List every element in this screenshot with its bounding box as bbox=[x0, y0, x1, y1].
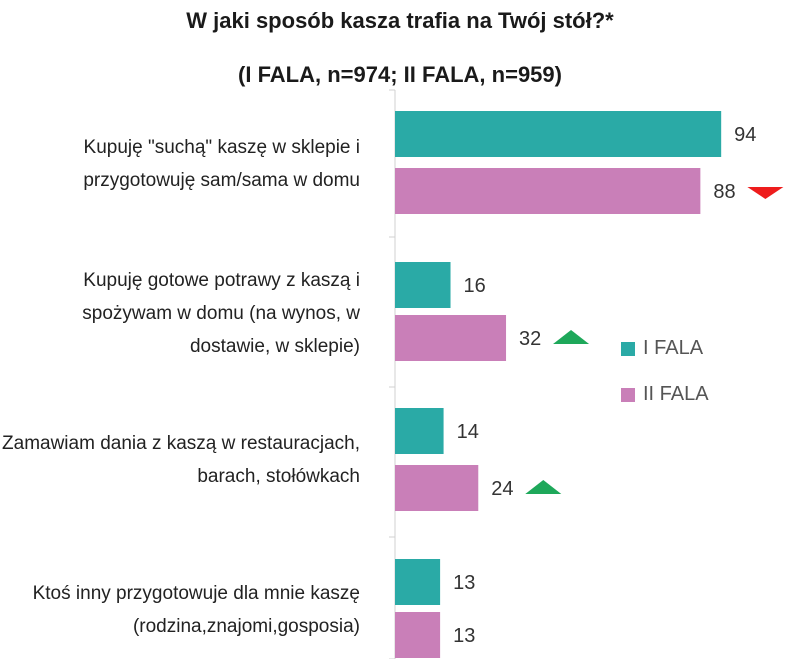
category-label-3: Zamawiam dania z kaszą w restauracjach, … bbox=[2, 433, 360, 487]
change-marker-up-cat-3 bbox=[525, 480, 562, 494]
data-label-fala-1-cat-2: 16 bbox=[464, 275, 486, 297]
chart-title: W jaki sposób kasza trafia na Twój stół?… bbox=[186, 8, 614, 33]
chart-subtitle: (I FALA, n=974; II FALA, n=959) bbox=[238, 62, 562, 87]
bar-fala-2-cat-4 bbox=[395, 612, 441, 658]
data-label-fala-1-cat-3: 14 bbox=[457, 421, 479, 443]
data-label-fala-1-cat-1: 94 bbox=[734, 124, 756, 146]
bar-fala-1-cat-1 bbox=[395, 111, 722, 157]
bar-fala-1-cat-2 bbox=[395, 262, 451, 308]
legend-swatch-series-1 bbox=[621, 341, 635, 356]
legend-item-series-2: II FALA bbox=[621, 383, 709, 406]
data-label-fala-1-cat-4: 13 bbox=[453, 572, 475, 594]
category-label-4: Ktoś inny przygotowuje dla mnie kaszę (r… bbox=[32, 583, 360, 637]
data-label-fala-2-cat-2: 32 bbox=[519, 328, 541, 350]
data-label-fala-2-cat-3: 24 bbox=[491, 478, 513, 500]
change-marker-up-cat-2 bbox=[553, 330, 590, 344]
legend-label-series-2: II FALA bbox=[643, 383, 709, 405]
data-label-fala-2-cat-1: 88 bbox=[713, 181, 735, 203]
category-label-1: Kupuję "suchą" kaszę w sklepie i przygot… bbox=[83, 137, 360, 191]
bar-fala-1-cat-4 bbox=[395, 559, 441, 605]
legend-item-series-1: I FALA bbox=[621, 337, 703, 360]
bar-fala-2-cat-2 bbox=[395, 315, 507, 361]
legend-label-series-1: I FALA bbox=[643, 337, 704, 359]
legend-swatch-series-2 bbox=[621, 387, 635, 402]
data-label-fala-2-cat-4: 13 bbox=[453, 625, 475, 647]
bar-fala-1-cat-3 bbox=[395, 408, 444, 454]
bar-fala-2-cat-1 bbox=[395, 168, 701, 214]
category-label-2: Kupuję gotowe potrawy z kaszą i spożywam… bbox=[82, 270, 360, 357]
change-marker-down-cat-1 bbox=[747, 187, 784, 199]
bar-fala-2-cat-3 bbox=[395, 465, 479, 511]
